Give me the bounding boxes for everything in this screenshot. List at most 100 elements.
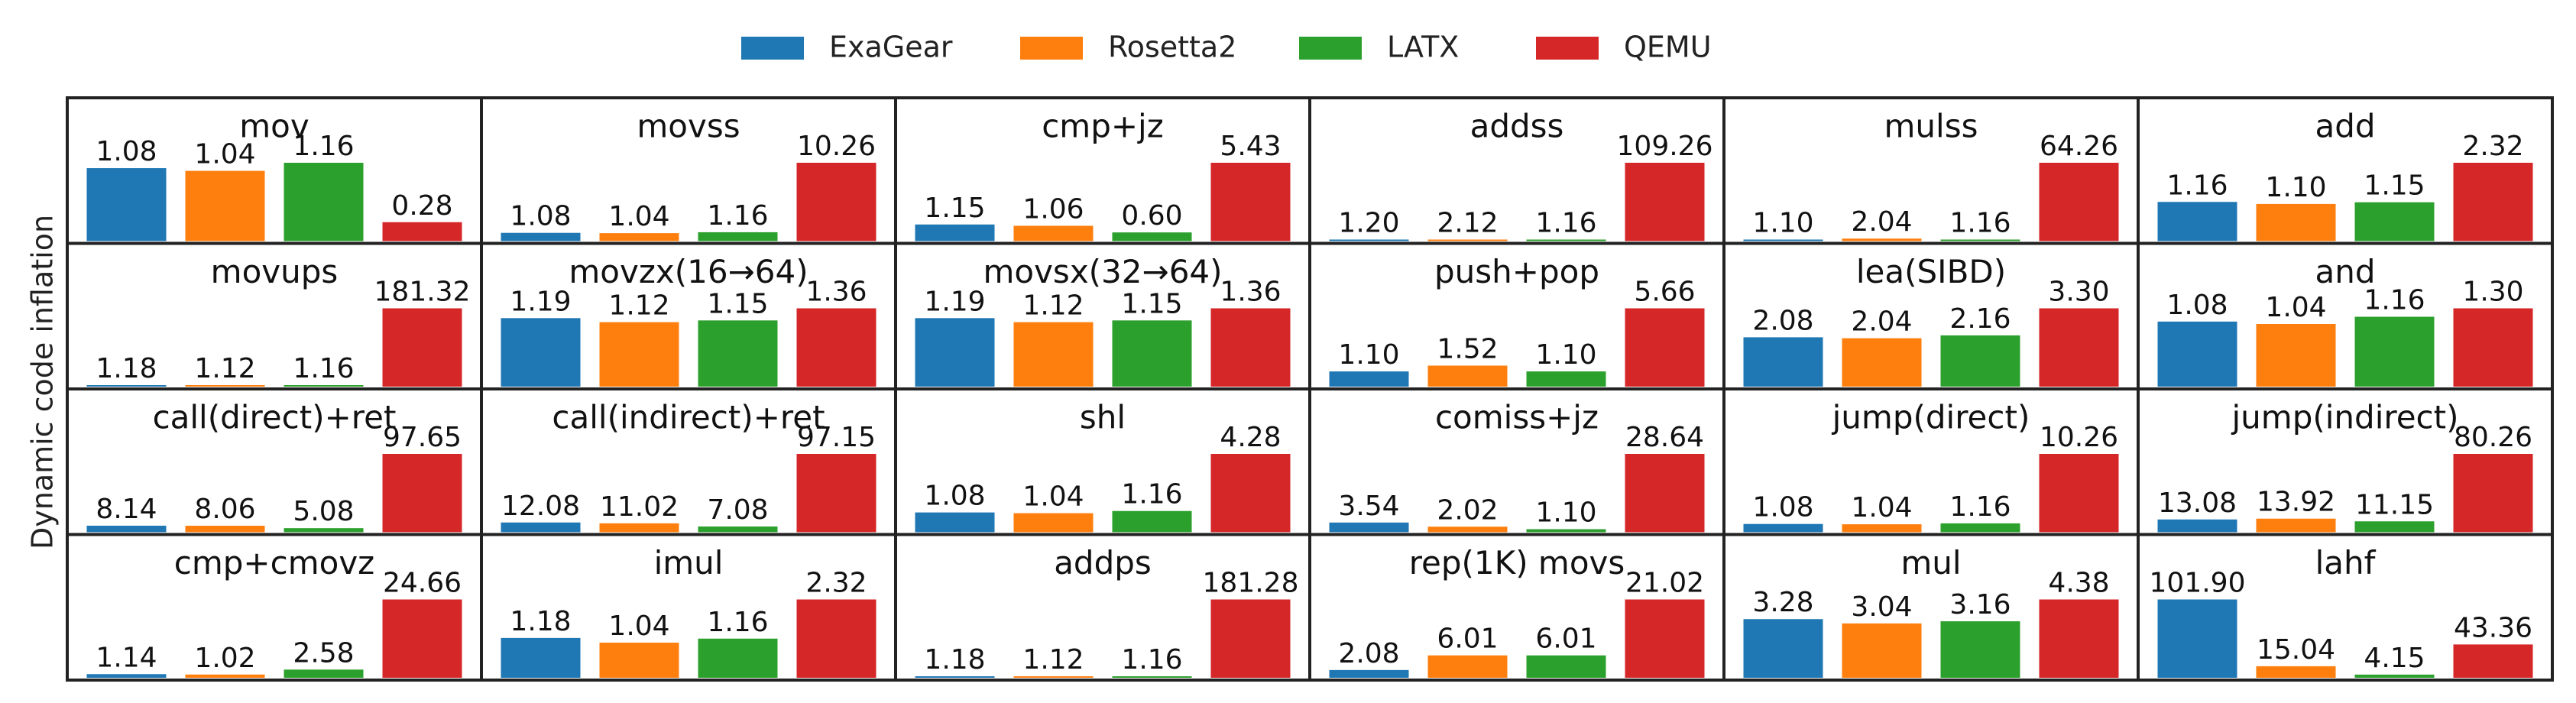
bar-value-label: 1.19 bbox=[510, 286, 571, 317]
bar-rosetta2 bbox=[2256, 666, 2336, 678]
bar-value-label: 1.16 bbox=[293, 131, 354, 162]
bar-value-label: 1.30 bbox=[2462, 277, 2523, 308]
bar-rosetta2 bbox=[1842, 338, 1922, 387]
legend-swatch bbox=[1299, 37, 1362, 60]
bar-value-label: 6.01 bbox=[1437, 624, 1498, 655]
bar-latx bbox=[698, 320, 778, 387]
bar-value-label: 1.16 bbox=[1535, 208, 1596, 239]
bar-qemu bbox=[2039, 308, 2119, 387]
bar-rosetta2 bbox=[599, 233, 679, 241]
bar-rosetta2 bbox=[1427, 655, 1508, 678]
bar-value-label: 3.04 bbox=[1851, 591, 1912, 623]
panel-title: imul bbox=[654, 544, 724, 582]
bar-latx bbox=[284, 669, 364, 678]
y-axis-label: Dynamic code inflation bbox=[26, 215, 60, 549]
bar-qemu bbox=[382, 308, 462, 387]
bar-exagear bbox=[915, 224, 995, 241]
bar-value-label: 1.04 bbox=[2265, 292, 2326, 323]
bar-value-label: 1.16 bbox=[1949, 208, 2011, 239]
bar-qemu bbox=[1210, 599, 1291, 678]
bar-value-label: 1.08 bbox=[96, 136, 157, 167]
bar-latx bbox=[1526, 655, 1606, 678]
panel-title: lea(SIBD) bbox=[1856, 253, 2006, 290]
bar-latx bbox=[1112, 510, 1192, 533]
bar-exagear bbox=[86, 674, 167, 678]
bar-rosetta2 bbox=[1427, 365, 1508, 387]
bar-latx bbox=[698, 526, 778, 533]
panel-title: rep(1K) movs bbox=[1409, 544, 1625, 582]
bar-qemu bbox=[1625, 163, 1705, 241]
bar-exagear bbox=[1743, 619, 1823, 678]
panel-comiss-jz: comiss+jz 3.54 2.02 1.10 28.64 bbox=[1308, 387, 1725, 536]
bar-value-label: 1.08 bbox=[1752, 492, 1813, 523]
panel-jump-direct: jump(direct) 1.08 1.04 1.16 10.26 bbox=[1722, 387, 2140, 536]
panel-movss: movss 1.08 1.04 1.16 10.26 bbox=[480, 96, 897, 245]
panel-title: lahf bbox=[2315, 544, 2377, 582]
panel-call-indirect-ret: call(indirect)+ret 12.08 11.02 7.08 97.15 bbox=[480, 387, 897, 536]
legend-swatch bbox=[741, 37, 804, 60]
bar-exagear bbox=[86, 168, 167, 241]
bar-qemu bbox=[796, 163, 876, 241]
bar-rosetta2 bbox=[599, 643, 679, 678]
bar-value-label: 2.02 bbox=[1437, 494, 1498, 526]
panel-lahf: lahf 101.90 15.04 4.15 43.36 bbox=[2137, 533, 2554, 682]
bar-qemu bbox=[1210, 308, 1291, 387]
panel-title: cmp+cmovz bbox=[174, 544, 374, 582]
panel-title: addss bbox=[1470, 108, 1564, 145]
bar-value-label: 1.20 bbox=[1338, 208, 1399, 239]
bar-qemu bbox=[2453, 644, 2533, 678]
panel-title: call(direct)+ret bbox=[153, 399, 397, 436]
bar-value-label: 8.14 bbox=[96, 494, 157, 525]
panel-title: movups bbox=[211, 253, 339, 290]
panel-call-direct-ret: call(direct)+ret 8.14 8.06 5.08 97.65 bbox=[66, 387, 483, 536]
bar-rosetta2 bbox=[1842, 623, 1922, 678]
bar-rosetta2 bbox=[185, 170, 265, 241]
bar-exagear bbox=[915, 676, 995, 678]
bar-qemu bbox=[2039, 163, 2119, 241]
bar-latx bbox=[1112, 320, 1192, 387]
bar-exagear bbox=[1329, 371, 1409, 387]
bar-value-label: 8.06 bbox=[194, 494, 255, 525]
bar-qemu bbox=[1210, 163, 1291, 241]
panel-push-pop: push+pop 1.10 1.52 1.10 5.66 bbox=[1308, 241, 1725, 390]
bar-value-label: 1.04 bbox=[608, 611, 669, 642]
bar-value-label: 3.30 bbox=[2048, 277, 2109, 308]
bar-value-label: 4.15 bbox=[2364, 643, 2425, 674]
bar-value-label: 2.16 bbox=[1949, 303, 2011, 335]
legend-swatch bbox=[1020, 37, 1083, 60]
bar-latx bbox=[1526, 371, 1606, 387]
bar-latx bbox=[1940, 523, 2020, 533]
bar-value-label: 10.26 bbox=[797, 131, 876, 162]
bar-value-label: 2.08 bbox=[1338, 638, 1399, 669]
legend-label: LATX bbox=[1387, 31, 1459, 64]
bar-rosetta2 bbox=[1842, 524, 1922, 533]
bar-rosetta2 bbox=[1013, 676, 1094, 678]
bar-exagear bbox=[1743, 337, 1823, 387]
bar-latx bbox=[2354, 674, 2435, 678]
bar-value-label: 1.06 bbox=[1022, 193, 1084, 225]
panel-title: movss bbox=[637, 108, 740, 145]
bar-qemu bbox=[1625, 454, 1705, 533]
panel-movsx-32-64: movsx(32→64)1.19 1.12 1.15 1.36 bbox=[894, 241, 1311, 390]
bar-value-label: 1.36 bbox=[805, 277, 867, 308]
panel-lea-sibd: lea(SIBD) 2.08 2.04 2.16 3.30 bbox=[1722, 241, 2140, 390]
bar-value-label: 4.28 bbox=[1220, 422, 1281, 453]
bar-value-label: 6.01 bbox=[1535, 624, 1596, 655]
bar-value-label: 24.66 bbox=[383, 568, 462, 599]
bar-qemu bbox=[2453, 163, 2533, 241]
panel-mul: mul 3.28 3.04 3.16 4.38 bbox=[1722, 533, 2140, 682]
bar-value-label: 80.26 bbox=[2454, 422, 2532, 453]
bar-exagear bbox=[1743, 523, 1823, 533]
panel-title: movzx(16→64) bbox=[569, 253, 808, 290]
bar-qemu bbox=[382, 454, 462, 533]
bar-value-label: 15.04 bbox=[2257, 634, 2335, 666]
panel-title: mul bbox=[1900, 544, 1961, 582]
bar-rosetta2 bbox=[2256, 518, 2336, 533]
bar-value-label: 1.16 bbox=[293, 353, 354, 384]
bar-value-label: 1.12 bbox=[194, 353, 255, 384]
bar-value-label: 1.12 bbox=[1022, 644, 1084, 675]
bar-qemu bbox=[796, 454, 876, 533]
bar-value-label: 0.28 bbox=[391, 190, 452, 222]
bar-latx bbox=[2354, 521, 2435, 533]
